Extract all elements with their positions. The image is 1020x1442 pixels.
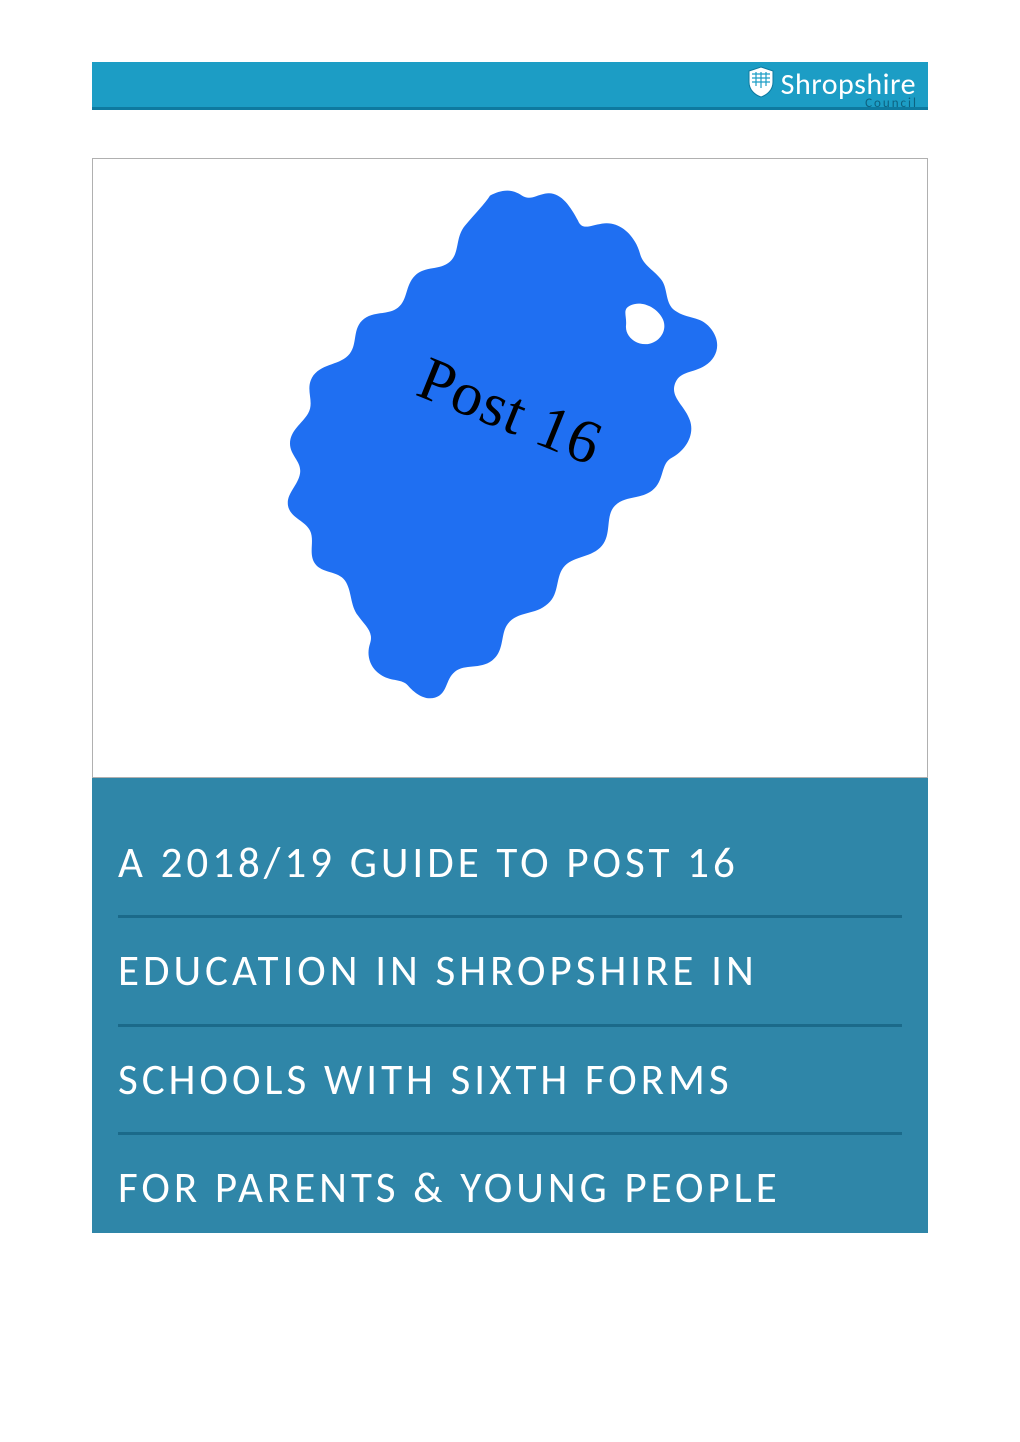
- title-line-1: A 2018/19 GUIDE TO POST 16: [118, 838, 902, 915]
- header-band: Shropshire Council: [92, 62, 928, 110]
- shield-icon: [747, 66, 775, 103]
- title-line-3: SCHOOLS WITH SIXTH FORMS: [118, 1024, 902, 1132]
- brand-subtext: Council: [865, 96, 918, 111]
- map-figure: Post 16: [92, 158, 928, 778]
- title-line-2: EDUCATION IN SHROPSHIRE IN: [118, 915, 902, 1023]
- page-container: Shropshire Council Post 16 A 2018/19 GUI…: [0, 0, 1020, 1295]
- brand-name: Shropshire Council: [781, 66, 916, 103]
- title-line-4: FOR PARENTS & YOUNG PEOPLE: [118, 1132, 902, 1212]
- brand-lockup: Shropshire Council: [747, 66, 916, 103]
- title-band: A 2018/19 GUIDE TO POST 16 EDUCATION IN …: [92, 778, 928, 1233]
